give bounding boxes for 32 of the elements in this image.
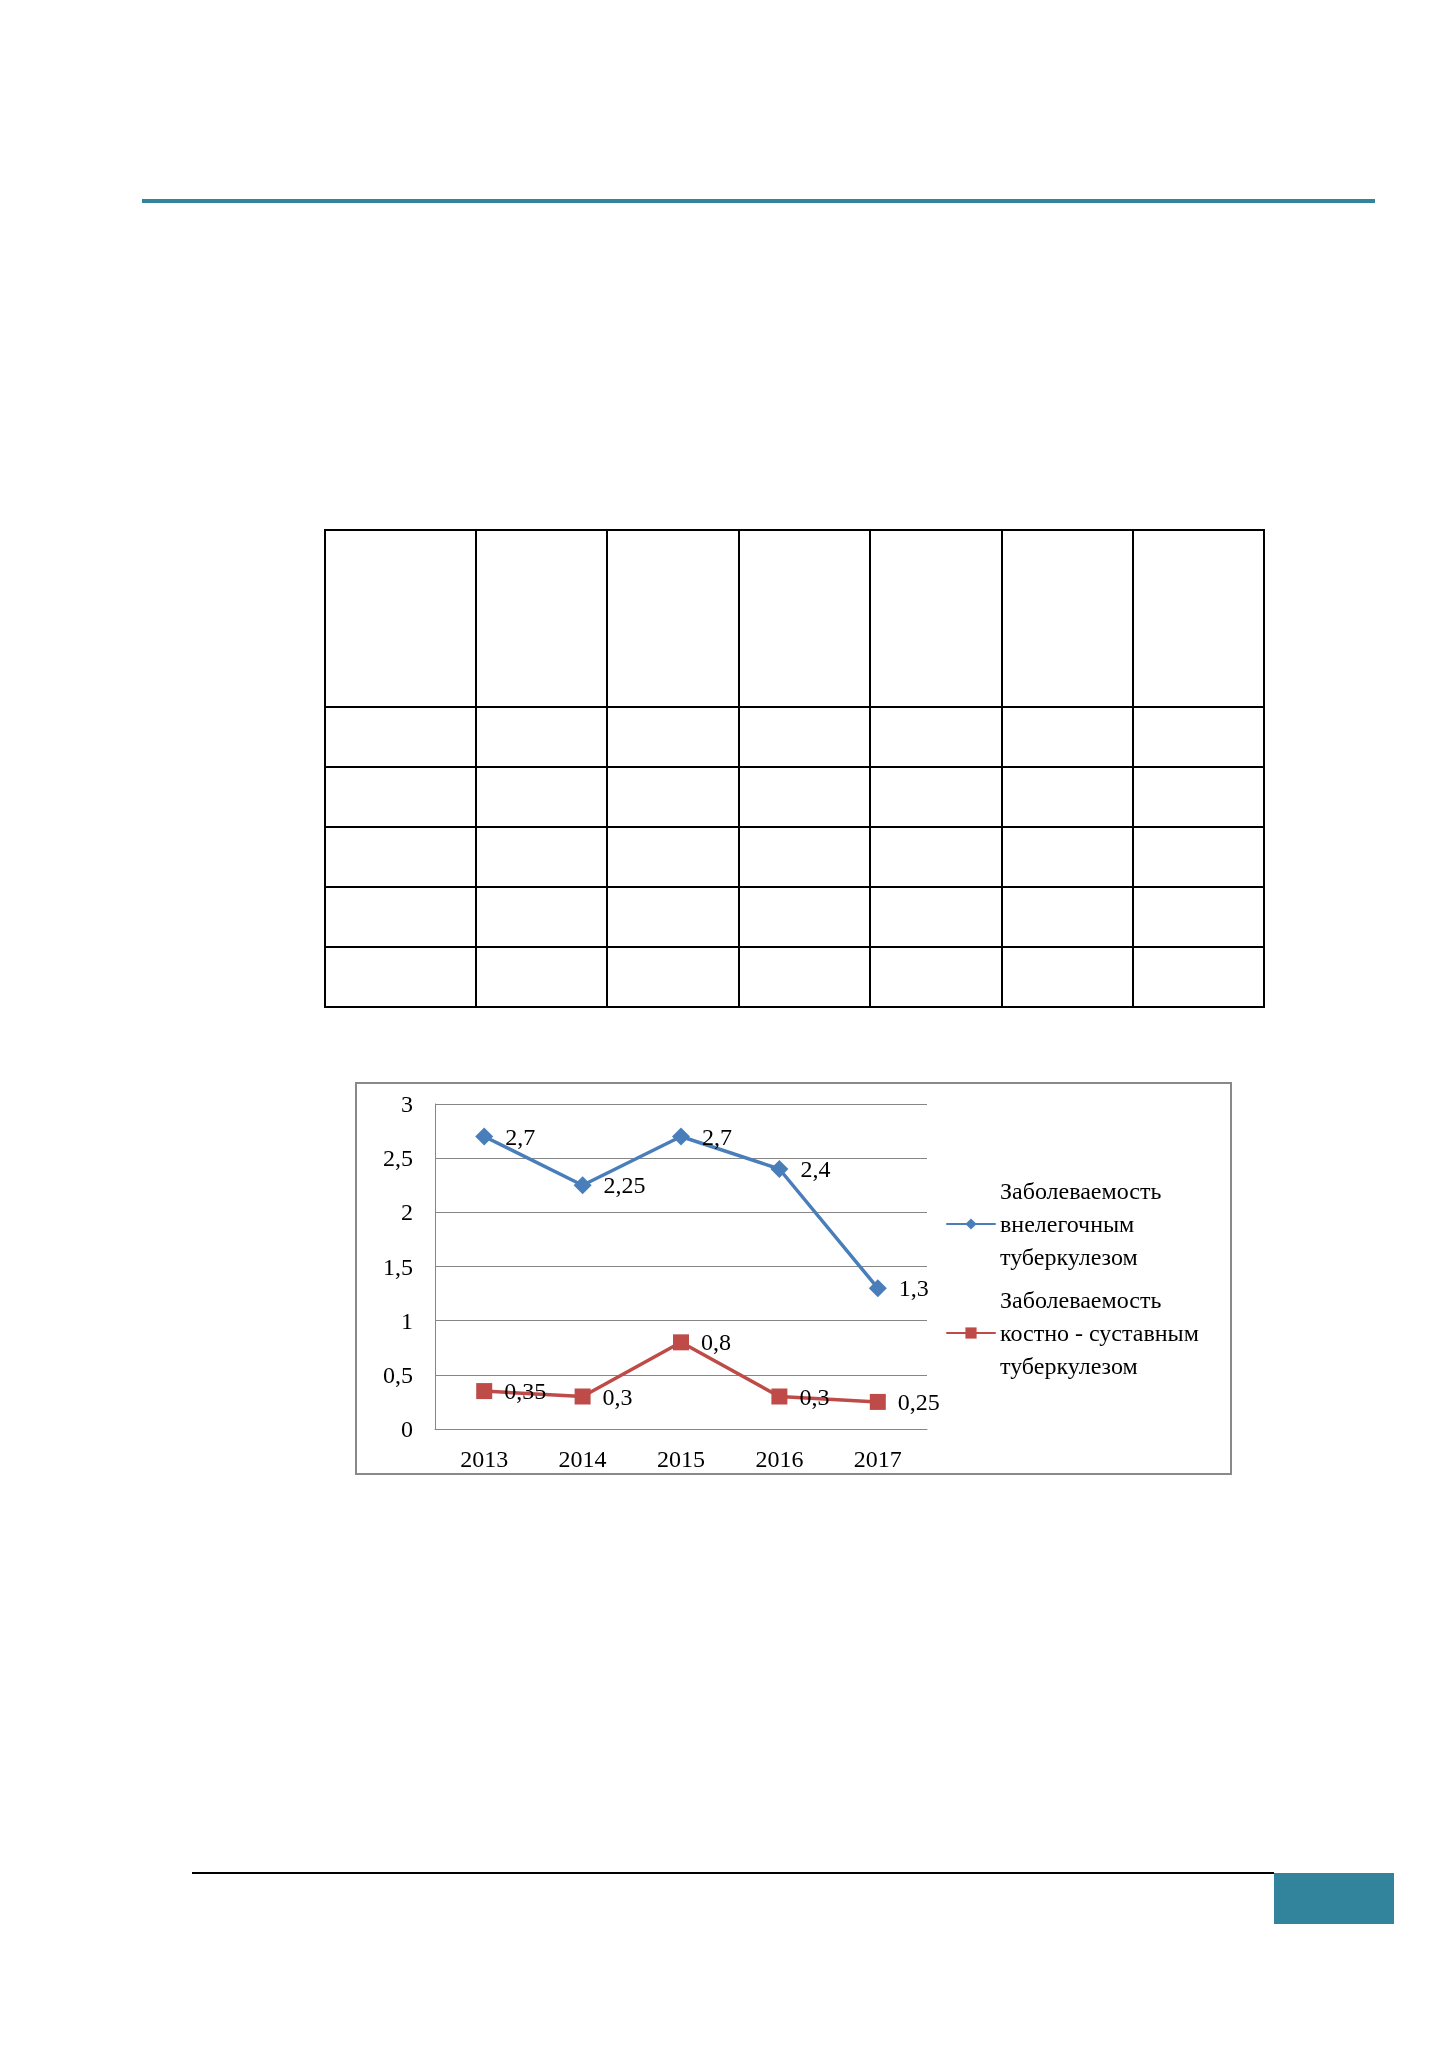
y-tick-label: 3 [401,1091,413,1117]
x-tick-label: 2015 [657,1446,705,1472]
x-tick-label: 2013 [460,1446,509,1472]
data-label: 2,4 [800,1156,831,1182]
y-tick-label: 1,5 [383,1253,413,1280]
data-label: 0,8 [701,1329,731,1356]
legend-label: Заболеваемость костно - суставным туберкулезом [1000,1287,1199,1379]
data-label: 0,3 [602,1383,633,1410]
legend-label: Заболеваемость внелегочным туберкулезом [1000,1178,1162,1270]
point [476,1383,493,1400]
point [475,1127,494,1146]
x-tick-label: 2017 [853,1446,902,1472]
data-label: 0,25 [897,1388,940,1415]
y-tick-label: 0 [401,1416,413,1442]
data-label: 2,7 [505,1123,536,1150]
y-tick-label: 1 [401,1307,413,1334]
point [673,1334,689,1351]
y-tick-label: 2 [401,1199,413,1226]
x-tick-label: 2016 [755,1446,804,1472]
x-tick-label: 2014 [558,1446,607,1472]
data-label: 2,7 [702,1123,732,1150]
y-tick-label: 0,5 [383,1361,413,1388]
point [771,1388,788,1405]
data-label: 2,25 [603,1172,646,1199]
point [770,1160,789,1178]
point [868,1279,887,1298]
data-label: 1,3 [898,1275,929,1302]
point [672,1127,690,1146]
y-tick-label: 2,5 [383,1145,413,1172]
point [869,1393,886,1410]
point [573,1176,592,1195]
point [574,1388,591,1405]
